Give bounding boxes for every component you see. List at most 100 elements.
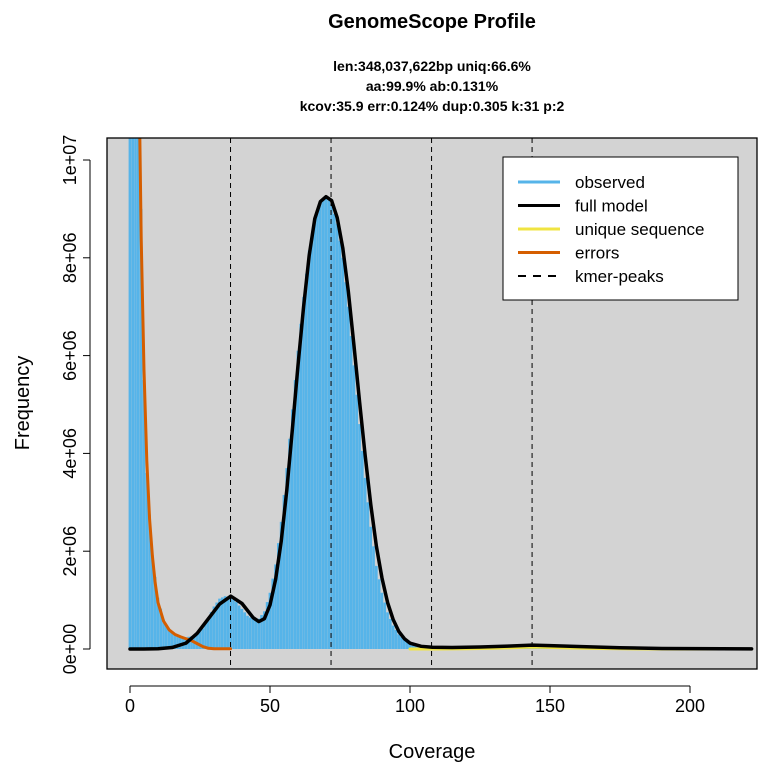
observed-bar: [372, 546, 375, 649]
observed-bar: [291, 409, 294, 649]
observed-bar: [263, 611, 266, 649]
chart-subtitle-line-3: kcov:35.9 err:0.124% dup:0.305 k:31 p:2: [300, 98, 565, 114]
observed-bar: [302, 296, 305, 649]
observed-bar: [251, 619, 255, 649]
chart-subtitle-line-1: len:348,037,622bp uniq:66.6%: [333, 58, 531, 74]
observed-bar: [321, 199, 325, 649]
observed-bar: [134, 138, 137, 650]
observed-bar: [405, 641, 409, 649]
observed-bar: [218, 598, 221, 649]
chart-subtitle-line-2: aa:99.9% ab:0.131%: [366, 78, 499, 94]
y-tick-label: 8e+06: [60, 233, 80, 284]
observed-bar: [313, 218, 317, 649]
observed-bar: [319, 201, 322, 649]
observed-bar: [355, 394, 359, 649]
observed-bar: [223, 596, 227, 649]
observed-bar: [271, 578, 275, 649]
legend-label-errors: errors: [575, 244, 619, 263]
observed-bar: [338, 240, 342, 649]
observed-bar: [137, 138, 140, 650]
observed-bar: [176, 635, 179, 649]
observed-bar: [229, 597, 233, 649]
x-tick-label: 100: [395, 696, 425, 716]
observed-bar: [232, 599, 235, 649]
x-tick-label: 50: [260, 696, 280, 716]
observed-bar: [215, 602, 219, 649]
observed-bar: [195, 634, 199, 649]
observed-bar: [341, 257, 345, 649]
observed-bar: [145, 472, 149, 649]
y-axis-label: Frequency: [12, 356, 34, 451]
observed-bar: [198, 631, 202, 649]
observed-bar: [139, 208, 143, 649]
errors-line: [138, 138, 233, 651]
chart-title: GenomeScope Profile: [328, 11, 536, 33]
observed-bar: [257, 618, 261, 649]
observed-bar: [305, 273, 308, 649]
observed-bar: [293, 380, 297, 649]
observed-bar: [207, 617, 210, 649]
observed-bar: [344, 282, 347, 649]
observed-bar: [285, 468, 289, 649]
observed-bar: [237, 605, 241, 649]
full-model-line: [128, 194, 754, 651]
observed-bar: [209, 612, 213, 649]
observed-bar: [279, 521, 283, 649]
observed-bar: [260, 615, 263, 649]
observed-bar: [243, 612, 247, 649]
observed-bar: [310, 234, 314, 649]
observed-bar: [363, 477, 367, 649]
observed-bar: [142, 380, 146, 649]
observed-bar: [408, 643, 412, 649]
plot-layers: [128, 138, 754, 669]
observed-bar: [159, 608, 163, 649]
observed-bar: [389, 618, 392, 649]
legend-label-kmer-peaks: kmer-peaks: [575, 267, 664, 286]
observed-bar: [156, 597, 160, 649]
observed-bar: [380, 592, 384, 649]
observed-bar: [170, 632, 174, 649]
legend-label-observed: observed: [575, 173, 645, 192]
observed-bar: [352, 365, 356, 649]
x-axis-label: Coverage: [389, 741, 476, 763]
observed-bar: [246, 615, 249, 649]
observed-bar: [307, 250, 311, 649]
observed-histogram: [128, 138, 753, 650]
observed-bar: [333, 213, 336, 650]
observed-bar: [226, 596, 230, 649]
observed-bar: [212, 606, 216, 649]
observed-bar: [240, 608, 244, 649]
observed-bar: [366, 502, 370, 649]
observed-bar: [397, 634, 401, 649]
observed-bar: [299, 323, 303, 649]
observed-bar: [377, 579, 381, 649]
legend-label-unique-sequence: unique sequence: [575, 220, 705, 239]
observed-bar: [327, 200, 331, 649]
observed-bar: [204, 623, 207, 649]
legend-label-full-model: full model: [575, 197, 648, 216]
observed-bar: [347, 306, 350, 649]
observed-bar: [179, 636, 182, 649]
observed-bar: [288, 438, 291, 649]
observed-bar: [265, 602, 269, 649]
observed-bar: [383, 602, 387, 649]
observed-bar: [268, 592, 272, 649]
y-tick-label: 2e+06: [60, 526, 80, 577]
plot-frame: [106, 137, 758, 670]
observed-bar: [358, 424, 361, 649]
observed-bar: [173, 634, 177, 649]
observed-bar: [201, 628, 205, 649]
observed-bar: [394, 629, 398, 649]
observed-bar: [391, 625, 395, 649]
y-tick-label: 4e+06: [60, 428, 80, 479]
observed-bar: [282, 494, 286, 649]
observed-bar: [316, 210, 319, 649]
observed-bar: [375, 565, 378, 649]
observed-bar: [128, 138, 132, 650]
y-tick-label: 6e+06: [60, 330, 80, 381]
observed-bar: [153, 576, 157, 649]
observed-bar: [335, 223, 339, 649]
observed-bar: [324, 196, 328, 650]
observed-bar: [249, 617, 252, 649]
